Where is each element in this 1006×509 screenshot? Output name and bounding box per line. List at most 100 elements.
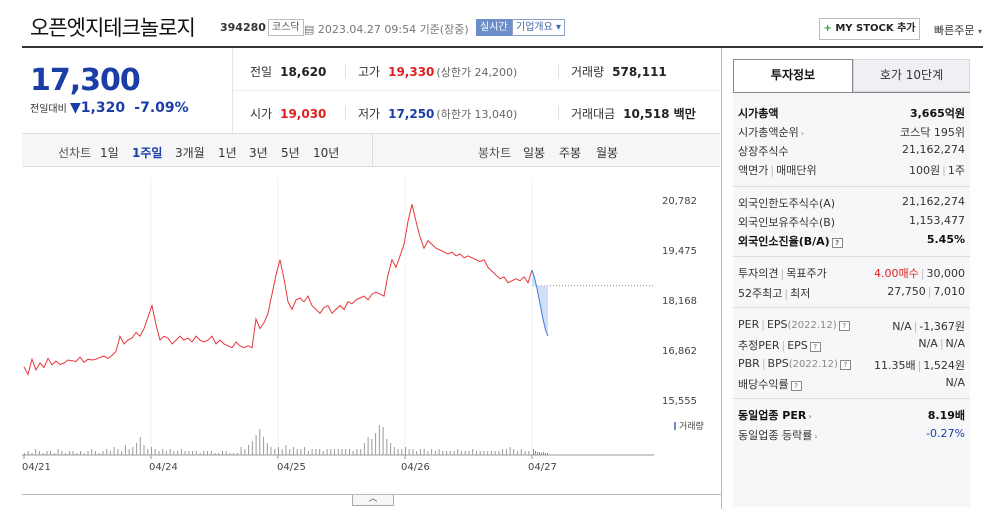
volume-bar <box>57 449 59 455</box>
market-badge: 코스닥 <box>268 19 304 36</box>
foreign-hold-label: 외국인보유주식수(B) <box>738 216 836 229</box>
company-overview-button[interactable]: 기업개요 ▾ <box>512 19 566 36</box>
candle-weekly[interactable]: 주봉 <box>559 146 582 160</box>
y-tick-label: 16,862 <box>662 346 697 357</box>
volume-label: 거래량 <box>571 65 605 79</box>
period-1w[interactable]: 1주일 <box>132 146 163 160</box>
collapse-chart-button[interactable]: ︿ <box>352 495 394 506</box>
divider <box>345 106 346 120</box>
volume-bar-today <box>541 453 542 455</box>
amount-label: 거래대금 <box>571 107 616 121</box>
period-5y[interactable]: 5년 <box>281 146 300 160</box>
volume-value: 578,111 <box>612 65 667 79</box>
volume-bar <box>468 451 470 455</box>
today-price-line <box>531 269 549 337</box>
volume-bar-today <box>545 453 546 455</box>
period-3y[interactable]: 3년 <box>249 146 268 160</box>
cap-rank-label: 시가총액순위 <box>738 126 799 139</box>
amount-value: 10,518 백만 <box>623 107 696 121</box>
volume-bar <box>371 439 373 455</box>
help-icon[interactable]: ? <box>790 381 802 391</box>
volume-bar <box>98 453 100 455</box>
period-3m[interactable]: 3개월 <box>175 146 205 160</box>
volume-bar-today <box>543 452 544 455</box>
price-chart[interactable]: 20,782 19,475 18,168 16,862 15,555 거래량 0… <box>22 167 720 497</box>
pbr-label: PBR <box>738 357 760 370</box>
volume-bar <box>229 453 231 455</box>
y-tick-label: 18,168 <box>662 296 697 307</box>
low-price: 저가 17,250 (하한가 13,040) <box>358 105 517 122</box>
quote-datetime: ▤ 2023.04.27 09:54 기준(장중) <box>304 21 469 37</box>
52week-high-label: 52주최고 <box>738 287 783 300</box>
volume-bar <box>397 449 399 455</box>
industry-per-label: 동일업종 PER <box>738 409 807 422</box>
volume-bar <box>124 445 126 455</box>
volume-bar <box>363 443 365 455</box>
volume-legend: 거래량 <box>674 419 704 432</box>
volume-bar <box>109 451 111 455</box>
high-price: 고가 19,330 (상한가 24,200) <box>358 63 517 80</box>
price-line-series <box>23 204 533 376</box>
volume-bar <box>461 451 462 455</box>
help-icon[interactable]: ? <box>838 321 850 331</box>
volume-bar <box>386 439 388 455</box>
prev-close: 전일 18,620 <box>250 63 326 80</box>
mystock-add-button[interactable]: + MY STOCK 추가 <box>819 18 920 40</box>
open-price: 시가 19,030 <box>250 105 326 122</box>
volume-bar <box>524 451 526 455</box>
prev-close-label: 전일 <box>250 65 273 79</box>
help-icon[interactable]: ? <box>839 360 851 370</box>
volume-bar-today <box>547 453 548 455</box>
volume-bar <box>528 451 530 455</box>
volume-bar <box>113 447 115 455</box>
volume-bar <box>289 449 291 455</box>
divider <box>733 398 970 399</box>
volume-bar <box>513 449 515 455</box>
volume-bar <box>438 449 440 455</box>
volume-bar <box>188 451 190 455</box>
market-cap-value: 3,665억원 <box>909 107 965 120</box>
period-1y[interactable]: 1년 <box>218 146 237 160</box>
volume-bar <box>61 451 63 455</box>
volume-bar <box>132 447 134 455</box>
panel-divider <box>721 48 722 509</box>
help-icon[interactable]: ? <box>809 342 821 352</box>
par-label: 액면가 <box>738 164 769 177</box>
foreign-limit-label: 외국인한도주식수(A) <box>738 197 836 210</box>
bps-label: BPS <box>767 357 789 370</box>
volume-bar <box>218 453 220 455</box>
volume-bar <box>42 453 44 455</box>
volume-bar-today <box>537 452 538 455</box>
volume-bar <box>352 451 354 455</box>
volume-bar <box>65 453 67 455</box>
stock-header: 오픈엣지테크놀로지 394280 코스닥 ▤ 2023.04.27 09:54 … <box>0 0 1006 46</box>
y-tick-label: 19,475 <box>662 246 697 257</box>
period-bar: 선차트 1일 1주일 3개월 1년 3년 5년 10년 봉차트 일봉 주봉 월봉 <box>22 133 720 167</box>
divider <box>372 134 373 166</box>
candle-monthly[interactable]: 월봉 <box>596 146 619 160</box>
tab-orderbook[interactable]: 호가 10단계 <box>853 59 970 92</box>
volume-bar <box>76 453 78 455</box>
volume-bar <box>472 449 474 455</box>
est-eps-value: N/A <box>945 337 965 350</box>
volume-bar <box>330 449 332 455</box>
volume-bar <box>390 443 392 455</box>
quick-order-button[interactable]: 빠른주문 ▾ <box>934 22 982 38</box>
volume-bar <box>311 449 313 455</box>
candle-daily[interactable]: 일봉 <box>523 146 546 160</box>
volume-bar <box>233 453 235 455</box>
volume-bar <box>259 429 261 455</box>
divider <box>733 256 970 257</box>
tab-investment-info[interactable]: 투자정보 <box>733 59 853 92</box>
volume-bar <box>87 451 89 455</box>
period-10y[interactable]: 10년 <box>313 146 340 160</box>
chevron-right-icon: › <box>808 412 812 421</box>
volume-bar <box>278 447 279 455</box>
info-tabs: 투자정보 호가 10단계 <box>733 59 970 92</box>
help-icon[interactable]: ? <box>831 238 843 248</box>
volume-bar <box>423 449 425 455</box>
volume-bar <box>442 451 444 455</box>
realtime-badge[interactable]: 실시간 <box>476 19 512 36</box>
volume-bar <box>296 449 298 455</box>
period-1d[interactable]: 1일 <box>100 146 119 160</box>
